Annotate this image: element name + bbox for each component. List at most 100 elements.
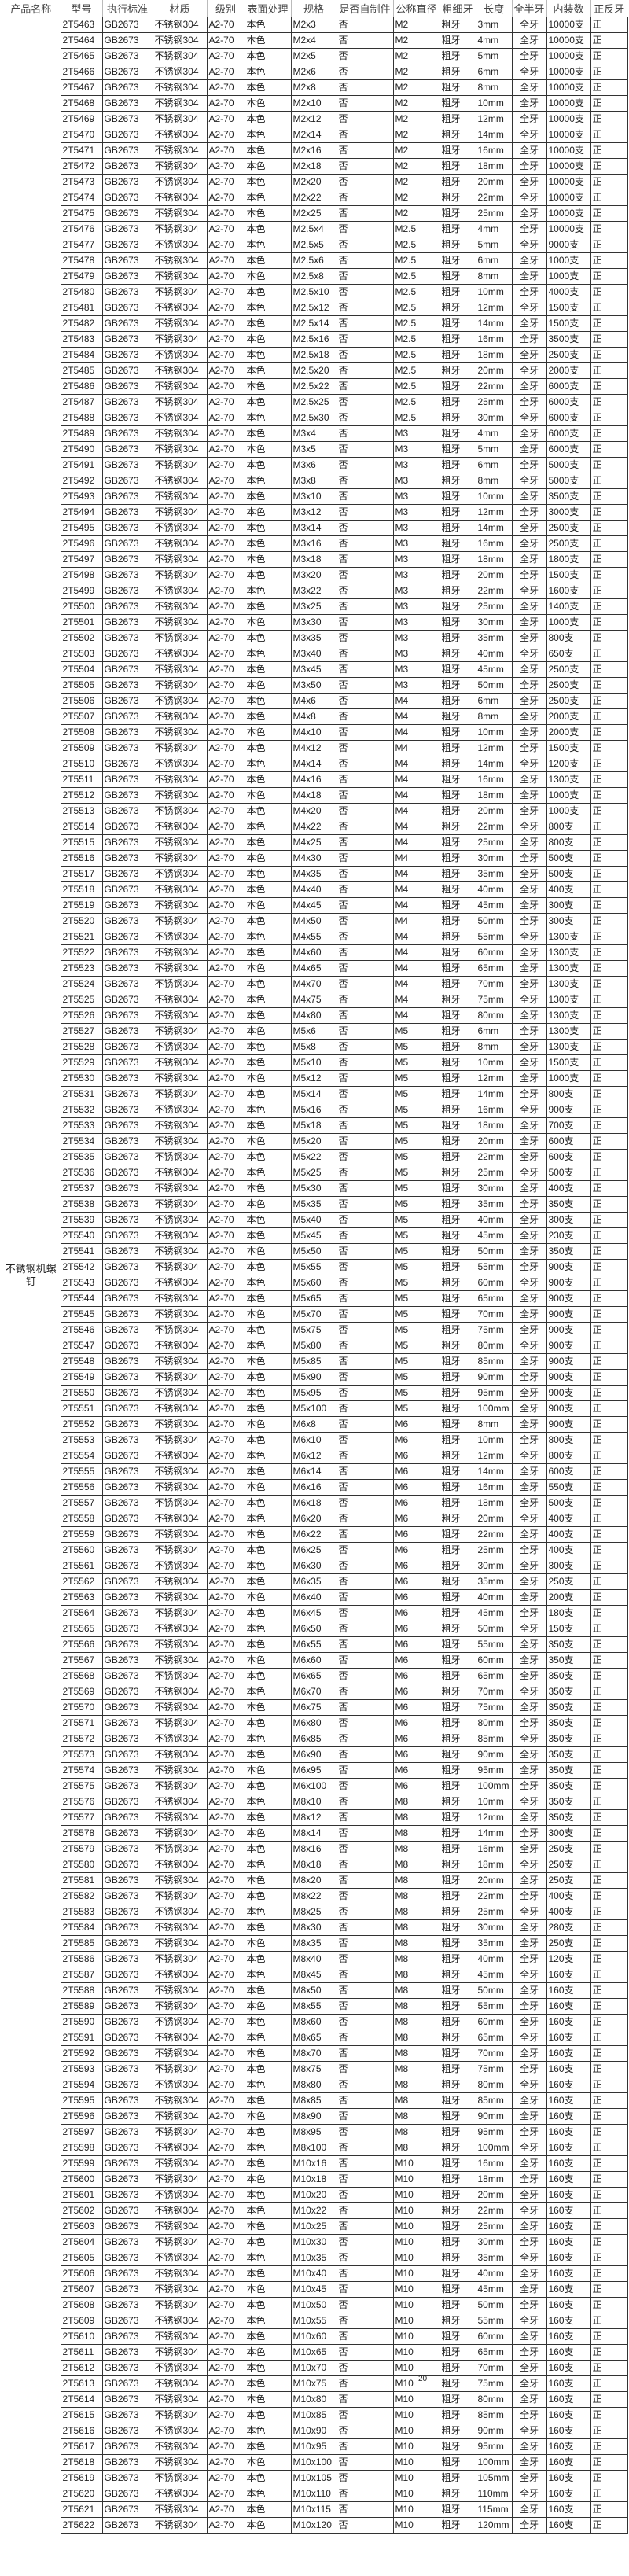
grade-cell: A2-70 xyxy=(206,630,245,646)
spec-cell: M5x18 xyxy=(290,1117,337,1134)
spec-cell: M6x30 xyxy=(290,1558,337,1574)
full-half-cell: 全牙 xyxy=(511,221,547,237)
spec-cell: M6x80 xyxy=(290,1715,337,1731)
hand-cell: 正 xyxy=(590,1133,628,1150)
standard-cell: GB2673 xyxy=(101,2171,153,2188)
diameter-cell: M2.5 xyxy=(392,252,440,269)
hand-cell: 正 xyxy=(590,1998,628,2015)
self-made-cell: 否 xyxy=(336,331,394,348)
diameter-cell: M10 xyxy=(392,2202,440,2219)
finish-cell: 本色 xyxy=(244,2218,292,2235)
material-cell: 不锈钢304 xyxy=(152,1369,208,1386)
model-cell: 2T5471 xyxy=(60,142,103,159)
hand-cell: 正 xyxy=(590,79,628,96)
model-cell: 2T5554 xyxy=(60,1448,103,1464)
diameter-cell: M6 xyxy=(392,1699,440,1716)
full-half-cell: 全牙 xyxy=(511,2281,547,2298)
self-made-cell: 否 xyxy=(336,410,394,426)
spec-cell: M8x55 xyxy=(290,1998,337,2015)
thread-cell: 粗牙 xyxy=(439,473,476,489)
full-half-cell: 全牙 xyxy=(511,551,547,568)
finish-cell: 本色 xyxy=(244,1385,292,1401)
length-cell: 25mm xyxy=(475,1165,513,1181)
diameter-cell: M10 xyxy=(392,2407,440,2423)
qty-cell: 160支 xyxy=(546,2423,591,2439)
spec-cell: M10x70 xyxy=(290,2360,337,2376)
diameter-cell: M8 xyxy=(392,2061,440,2077)
self-made-cell: 否 xyxy=(336,1385,394,1401)
material-cell: 不锈钢304 xyxy=(152,1746,208,1763)
hand-cell: 正 xyxy=(590,1511,628,1527)
spec-cell: M10x25 xyxy=(290,2218,337,2235)
self-made-cell: 否 xyxy=(336,1668,394,1684)
qty-cell: 5000支 xyxy=(546,457,591,473)
thread-cell: 粗牙 xyxy=(439,567,476,583)
diameter-cell: M4 xyxy=(392,1007,440,1024)
diameter-cell: M3 xyxy=(392,598,440,615)
model-cell: 2T5587 xyxy=(60,1967,103,1983)
material-cell: 不锈钢304 xyxy=(152,1007,208,1024)
finish-cell: 本色 xyxy=(244,1794,292,1810)
diameter-cell: M6 xyxy=(392,1416,440,1433)
qty-cell: 700支 xyxy=(546,1117,591,1134)
diameter-cell: M4 xyxy=(392,708,440,725)
table-row: 2T5615 GB2673 不锈钢304 A2-70 本色 M10x85 否 M10 粗牙 85m… xyxy=(2,2407,628,2423)
diameter-cell: M4 xyxy=(392,881,440,898)
material-cell: 不锈钢304 xyxy=(152,315,208,332)
spec-cell: M6x95 xyxy=(290,1762,337,1779)
material-cell: 不锈钢304 xyxy=(152,866,208,882)
length-cell: 90mm xyxy=(475,2423,513,2439)
grade-cell: A2-70 xyxy=(206,2155,245,2172)
self-made-cell: 否 xyxy=(336,693,394,709)
finish-cell: 本色 xyxy=(244,111,292,127)
grade-cell: A2-70 xyxy=(206,897,245,914)
grade-cell: A2-70 xyxy=(206,473,245,489)
material-cell: 不锈钢304 xyxy=(152,834,208,851)
qty-cell: 1800支 xyxy=(546,551,591,568)
length-cell: 50mm xyxy=(475,2297,513,2313)
grade-cell: A2-70 xyxy=(206,441,245,458)
length-cell: 45mm xyxy=(475,1967,513,1983)
grade-cell: A2-70 xyxy=(206,724,245,741)
spec-cell: M10x90 xyxy=(290,2423,337,2439)
spec-cell: M4x75 xyxy=(290,992,337,1008)
full-half-cell: 全牙 xyxy=(511,2061,547,2077)
hand-cell: 正 xyxy=(590,2030,628,2046)
diameter-cell: M8 xyxy=(392,1919,440,1936)
standard-cell: GB2673 xyxy=(101,2234,153,2250)
length-cell: 35mm xyxy=(475,2250,513,2266)
hand-cell: 正 xyxy=(590,2391,628,2408)
length-cell: 30mm xyxy=(475,410,513,426)
diameter-cell: M4 xyxy=(392,803,440,819)
standard-cell: GB2673 xyxy=(101,1432,153,1448)
standard-cell: GB2673 xyxy=(101,142,153,159)
full-half-cell: 全牙 xyxy=(511,2030,547,2046)
material-cell: 不锈钢304 xyxy=(152,1149,208,1165)
model-cell: 2T5500 xyxy=(60,598,103,615)
hand-cell: 正 xyxy=(590,583,628,599)
finish-cell: 本色 xyxy=(244,1558,292,1574)
standard-cell: GB2673 xyxy=(101,2202,153,2219)
finish-cell: 本色 xyxy=(244,48,292,64)
qty-cell: 9000支 xyxy=(546,237,591,253)
hand-cell: 正 xyxy=(590,1495,628,1511)
material-cell: 不锈钢304 xyxy=(152,394,208,410)
table-row: 2T5610 GB2673 不锈钢304 A2-70 本色 M10x60 否 M10 粗牙 60m… xyxy=(2,2328,628,2345)
full-half-cell: 全牙 xyxy=(511,897,547,914)
thread-cell: 粗牙 xyxy=(439,1306,476,1323)
diameter-cell: M5 xyxy=(392,1227,440,1244)
finish-cell: 本色 xyxy=(244,410,292,426)
hand-cell: 正 xyxy=(590,1605,628,1621)
finish-cell: 本色 xyxy=(244,252,292,269)
model-cell: 2T5515 xyxy=(60,834,103,851)
thread-cell: 粗牙 xyxy=(439,64,476,80)
qty-cell: 150支 xyxy=(546,1621,591,1637)
finish-cell: 本色 xyxy=(244,300,292,316)
length-cell: 45mm xyxy=(475,897,513,914)
spec-cell: M4x45 xyxy=(290,897,337,914)
diameter-cell: M10 xyxy=(392,2454,440,2471)
self-made-cell: 否 xyxy=(336,1102,394,1118)
self-made-cell: 否 xyxy=(336,535,394,552)
standard-cell: GB2673 xyxy=(101,551,153,568)
finish-cell: 本色 xyxy=(244,1322,292,1338)
